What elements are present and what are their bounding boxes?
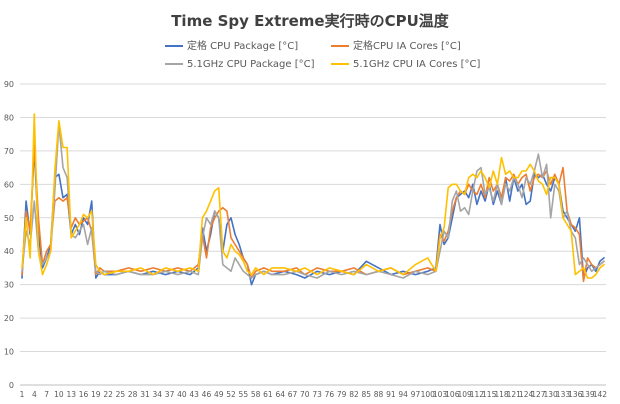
- x-tick-label: 19: [91, 390, 101, 399]
- x-tick-label: 97: [411, 390, 421, 399]
- x-tick-label: 67: [288, 390, 298, 399]
- x-tick-label: 136: [568, 390, 583, 399]
- x-tick-label: 16: [79, 390, 89, 399]
- x-axis: 1 4 7 10 13 16 19 22 25 28 31 34 37 40 43 46 49 52 55 58 61 6…: [20, 390, 608, 399]
- x-tick-label: 139: [580, 390, 595, 399]
- x-tick-label: 118: [494, 390, 509, 399]
- x-tick-label: 121: [507, 390, 522, 399]
- x-tick-label: 22: [103, 390, 113, 399]
- x-tick-label: 73: [312, 390, 322, 399]
- legend: 定格 CPU Package [°C] 定格CPU IA Cores [°C] 5.…: [165, 39, 480, 70]
- y-tick-label: 40: [4, 247, 14, 256]
- chart-title: Time Spy Extreme実行時のCPU温度: [171, 12, 450, 30]
- x-tick-label: 88: [374, 390, 384, 399]
- x-tick-label: 94: [398, 390, 408, 399]
- grid-lines: [20, 83, 606, 386]
- y-tick-label: 80: [4, 113, 14, 122]
- y-tick-label: 60: [4, 180, 14, 189]
- x-tick-label: 115: [482, 390, 497, 399]
- x-tick-label: 46: [202, 390, 212, 399]
- legend-label-1: 定格 CPU Package [°C]: [187, 39, 298, 52]
- legend-label-3: 5.1GHz CPU Package [°C]: [187, 59, 315, 70]
- x-tick-label: 58: [251, 390, 261, 399]
- x-tick-label: 70: [300, 390, 310, 399]
- x-tick-label: 52: [226, 390, 236, 399]
- series-line-4: [21, 113, 605, 279]
- x-tick-label: 25: [116, 390, 126, 399]
- x-tick-label: 10: [54, 390, 64, 399]
- series-line-1: [21, 146, 605, 286]
- x-tick-label: 34: [153, 390, 163, 399]
- x-tick-label: 4: [32, 390, 37, 399]
- x-tick-label: 85: [361, 390, 371, 399]
- x-tick-label: 28: [128, 390, 138, 399]
- x-tick-label: 112: [470, 390, 485, 399]
- x-tick-label: 91: [386, 390, 396, 399]
- x-tick-label: 37: [165, 390, 175, 399]
- y-tick-label: 30: [4, 281, 14, 290]
- x-tick-label: 82: [349, 390, 359, 399]
- x-tick-label: 79: [337, 390, 347, 399]
- x-tick-label: 106: [445, 390, 460, 399]
- y-tick-label: 0: [9, 381, 14, 390]
- y-tick-label: 90: [4, 80, 14, 89]
- legend-label-4: 5.1GHz CPU IA Cores [°C]: [353, 59, 480, 70]
- legend-label-2: 定格CPU IA Cores [°C]: [353, 39, 461, 52]
- y-tick-label: 20: [4, 314, 14, 323]
- x-tick-label: 124: [519, 390, 534, 399]
- y-axis: 0 10 20 30 40 50 60 70 80 90: [4, 80, 14, 390]
- x-tick-label: 7: [44, 390, 49, 399]
- x-tick-label: 1: [20, 390, 25, 399]
- x-tick-label: 142: [593, 390, 608, 399]
- x-tick-label: 49: [214, 390, 224, 399]
- x-tick-label: 76: [325, 390, 335, 399]
- x-tick-label: 31: [140, 390, 150, 399]
- series-line-3: [21, 123, 605, 279]
- x-tick-label: 43: [189, 390, 199, 399]
- x-tick-label: 100: [421, 390, 436, 399]
- x-tick-label: 64: [275, 390, 285, 399]
- x-tick-label: 133: [556, 390, 571, 399]
- x-tick-label: 55: [239, 390, 249, 399]
- x-tick-label: 127: [531, 390, 546, 399]
- y-tick-label: 70: [4, 147, 14, 156]
- x-tick-label: 109: [457, 390, 472, 399]
- series-line-2: [21, 143, 605, 283]
- x-tick-label: 13: [66, 390, 76, 399]
- x-tick-label: 103: [433, 390, 448, 399]
- x-tick-label: 40: [177, 390, 187, 399]
- y-tick-label: 50: [4, 214, 14, 223]
- x-tick-label: 130: [544, 390, 559, 399]
- x-tick-label: 61: [263, 390, 273, 399]
- y-tick-label: 10: [4, 348, 14, 357]
- series-lines: [21, 113, 605, 286]
